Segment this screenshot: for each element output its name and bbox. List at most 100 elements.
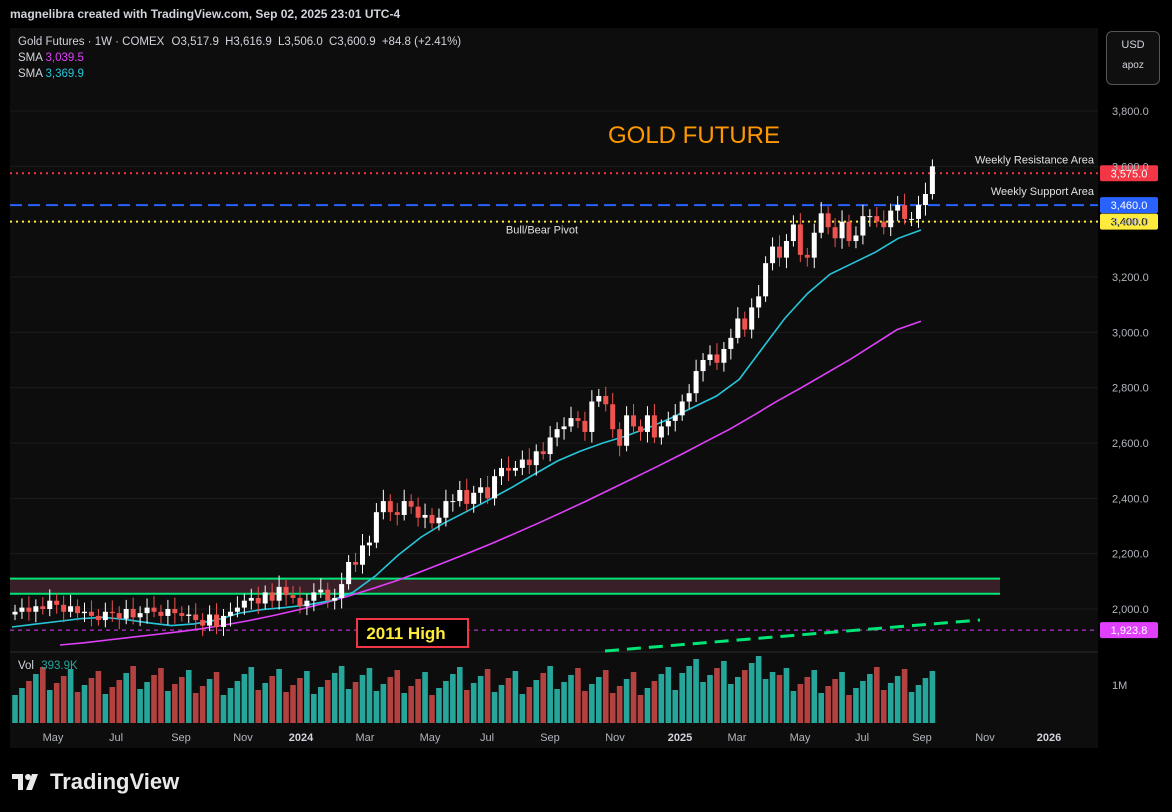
volume-bar	[185, 670, 192, 723]
candle-body	[380, 501, 386, 513]
candle-body	[825, 213, 831, 228]
volume-bar	[88, 678, 95, 723]
candle-body	[818, 213, 824, 233]
currency-code: USD	[1121, 39, 1145, 51]
volume-bar	[748, 663, 755, 723]
vol-label: Vol	[18, 660, 34, 672]
candle-body	[450, 501, 456, 503]
annotation-box	[356, 618, 469, 648]
currency-selector[interactable]: USD apoz	[1106, 31, 1160, 85]
candle-body	[742, 318, 748, 330]
volume-bar	[338, 666, 345, 723]
level-name-label: Weekly Support Area	[991, 186, 1095, 198]
volume-bar	[345, 689, 352, 723]
candle-body	[276, 586, 282, 601]
volume-bar	[728, 684, 734, 723]
candle-body	[686, 393, 692, 402]
trendline	[604, 618, 981, 653]
volume-bar	[512, 671, 519, 723]
volume-bar	[46, 690, 53, 723]
volume-bar	[721, 661, 727, 723]
candle-body	[172, 609, 178, 614]
level-price-label: 3,400.0	[1111, 217, 1148, 229]
volume-bar	[915, 685, 922, 723]
volume-bar	[123, 673, 129, 723]
volume-bar	[172, 684, 178, 723]
volume-bar	[491, 692, 498, 723]
annotation-2011-high: 2011 High	[366, 624, 445, 643]
volume-bar	[665, 667, 672, 723]
volume-bar	[860, 681, 866, 723]
candle-body	[693, 371, 699, 394]
ohlc-close-label: C	[328, 36, 338, 48]
volume-bar	[880, 690, 887, 723]
volume-bar	[540, 673, 546, 723]
candle-body	[269, 592, 275, 601]
candle-body	[644, 415, 650, 432]
candle-body	[492, 476, 498, 499]
volume-bar	[637, 695, 644, 723]
candle-body	[770, 246, 776, 264]
volume-bar	[457, 667, 463, 723]
candle-body	[394, 512, 400, 515]
x-tick-label: 2024	[289, 732, 314, 744]
volume-bar	[804, 677, 811, 723]
level-name-label: Bull/Bear Pivot	[506, 225, 578, 237]
volume-bar	[276, 669, 282, 723]
level-price-tag	[1100, 622, 1158, 639]
attribution-header: magnelibra created with TradingView.com,…	[10, 7, 401, 21]
candle-body	[749, 307, 755, 330]
y-tick-label: 3,400.0	[1112, 217, 1149, 229]
volume-bar	[769, 672, 776, 723]
volume-bar	[241, 674, 248, 723]
candle-body	[624, 415, 630, 446]
volume-bar	[387, 677, 394, 723]
candle-body	[346, 561, 352, 585]
volume-bar	[192, 693, 199, 723]
candle-body	[651, 415, 657, 438]
candle-body	[373, 512, 379, 543]
volume-bar	[366, 668, 373, 723]
volume-bar	[220, 695, 227, 723]
level-price-tag	[1100, 213, 1158, 230]
candle-body	[485, 487, 491, 499]
x-tick-label: May	[420, 732, 441, 744]
volume-bar	[762, 679, 769, 723]
candle-body	[804, 254, 810, 258]
volume-bar	[825, 686, 831, 723]
currency-sub: apoz	[1122, 60, 1144, 71]
candle-body	[533, 451, 539, 466]
candle-body	[151, 607, 157, 612]
x-tick-label: Sep	[171, 732, 191, 744]
volume-bar	[686, 666, 692, 723]
y-tick-label: 3,600.0	[1112, 161, 1149, 173]
volume-bar	[304, 671, 310, 723]
candle-body	[158, 611, 164, 616]
volume-bar	[40, 667, 46, 723]
volume-bar	[735, 677, 741, 723]
volume-bar	[144, 682, 150, 723]
candle-body	[443, 501, 449, 518]
volume-bar	[324, 680, 331, 723]
y-tick-label: 3,800.0	[1112, 106, 1149, 118]
volume-bar	[602, 670, 609, 723]
candle-body	[353, 561, 359, 565]
candle-body	[33, 606, 39, 612]
volume-bar	[60, 676, 67, 723]
chart-title: GOLD FUTURE	[608, 122, 780, 149]
candle-body	[366, 542, 372, 546]
volume-bar	[283, 692, 289, 723]
x-tick-label: Nov	[975, 732, 995, 744]
candle-body	[505, 467, 511, 471]
y-tick-label: 3,200.0	[1112, 272, 1149, 284]
price-chart[interactable]: 3,575.0 Weekly Resistance Area 3,460.0 Week…	[0, 0, 1172, 752]
candle-body	[499, 467, 504, 477]
candle-body	[582, 420, 588, 432]
volume-bar	[922, 678, 929, 723]
support-zone	[10, 577, 1000, 595]
tradingview-logo[interactable]: TradingView	[12, 769, 179, 795]
candle-body	[540, 451, 546, 455]
sma2-label: SMA	[18, 68, 43, 80]
candle-body	[860, 216, 866, 236]
candle-body	[700, 360, 706, 372]
